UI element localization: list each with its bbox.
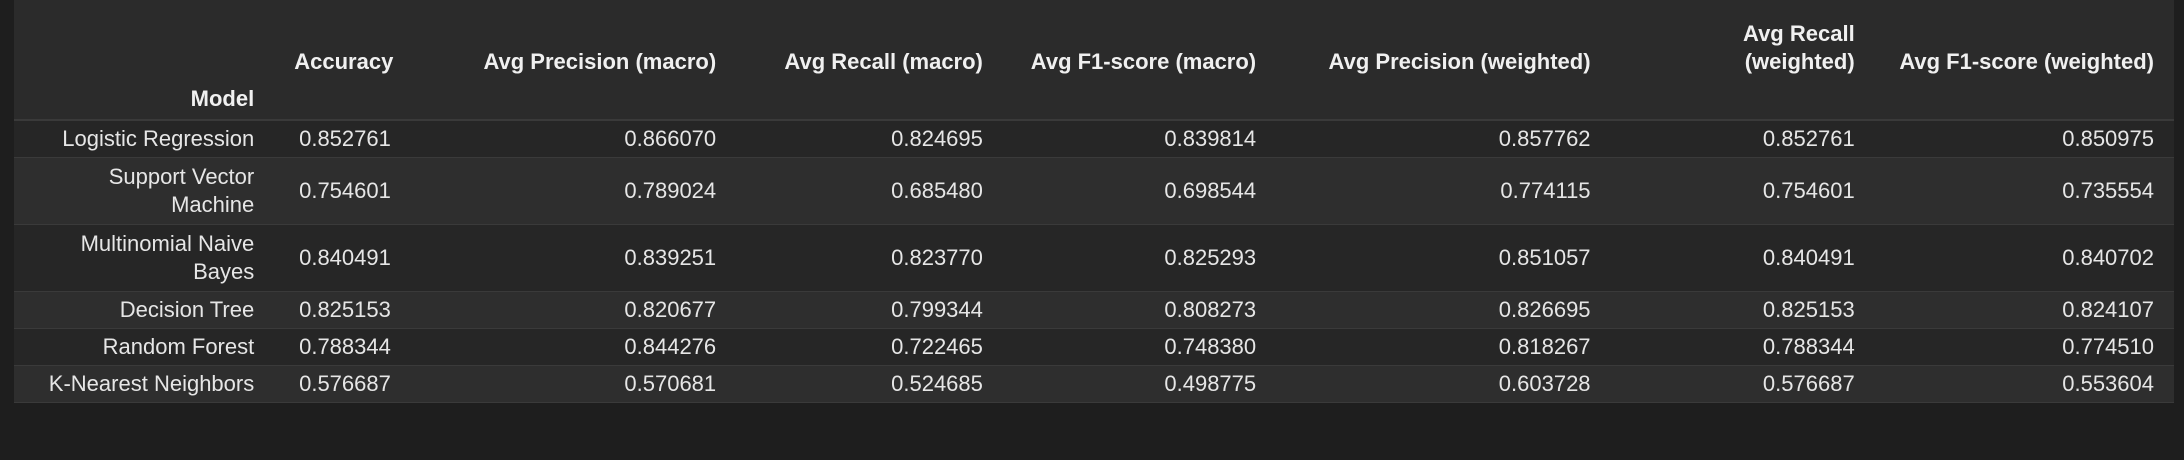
table-cell: 0.823770 — [736, 224, 1003, 292]
column-header-row: Accuracy Avg Precision (macro) Avg Recal… — [14, 0, 2174, 79]
table-cell: 0.788344 — [274, 328, 411, 366]
table-cell: 0.754601 — [1610, 157, 1875, 225]
table-cell: 0.839251 — [410, 224, 737, 292]
table-row: K-Nearest Neighbors 0.576687 0.570681 0.… — [14, 365, 2174, 403]
table-cell: 0.857762 — [1276, 120, 1611, 158]
table-cell: 0.825293 — [1002, 224, 1277, 292]
table-row: Multinomial Naive Bayes 0.840491 0.83925… — [14, 224, 2174, 292]
table-cell: 0.553604 — [1874, 365, 2174, 403]
table-cell: 0.576687 — [274, 365, 411, 403]
row-label: Decision Tree — [14, 291, 275, 329]
table-cell: 0.826695 — [1276, 291, 1611, 329]
table-cell: 0.820677 — [410, 291, 737, 329]
table-cell: 0.774115 — [1276, 157, 1611, 225]
table-cell: 0.799344 — [736, 291, 1003, 329]
table-cell: 0.840702 — [1874, 224, 2174, 292]
table-cell: 0.852761 — [274, 120, 411, 158]
table-cell: 0.852761 — [1610, 120, 1875, 158]
column-header: Avg Recall (macro) — [736, 0, 1003, 79]
row-label: Logistic Regression — [14, 120, 275, 158]
table-cell: 0.840491 — [274, 224, 411, 292]
table-cell: 0.808273 — [1002, 291, 1277, 329]
table-cell: 0.748380 — [1002, 328, 1277, 366]
column-header: Avg Precision (macro) — [410, 0, 737, 79]
table-body: Logistic Regression 0.852761 0.866070 0.… — [14, 120, 2174, 403]
row-label: Multinomial Naive Bayes — [14, 224, 275, 292]
column-header: Avg Recall (weighted) — [1610, 0, 1875, 79]
table-row: Support Vector Machine 0.754601 0.789024… — [14, 157, 2174, 225]
table-row: Random Forest 0.788344 0.844276 0.722465… — [14, 328, 2174, 366]
table-cell: 0.735554 — [1874, 157, 2174, 225]
table-cell: 0.774510 — [1874, 328, 2174, 366]
index-name-row: Model — [14, 79, 2174, 120]
table-cell: 0.788344 — [1610, 328, 1875, 366]
table-cell: 0.685480 — [736, 157, 1003, 225]
table-cell: 0.789024 — [410, 157, 737, 225]
dataframe-table: Accuracy Avg Precision (macro) Avg Recal… — [14, 0, 2174, 403]
table-cell: 0.844276 — [410, 328, 737, 366]
table-cell: 0.824107 — [1874, 291, 2174, 329]
table-header: Accuracy Avg Precision (macro) Avg Recal… — [14, 0, 2174, 120]
table-cell: 0.851057 — [1276, 224, 1611, 292]
table-cell: 0.818267 — [1276, 328, 1611, 366]
column-header: Avg F1-score (macro) — [1002, 0, 1277, 79]
row-label: K-Nearest Neighbors — [14, 365, 275, 403]
row-label: Random Forest — [14, 328, 275, 366]
table-cell: 0.839814 — [1002, 120, 1277, 158]
table-cell: 0.824695 — [736, 120, 1003, 158]
column-header: Accuracy — [274, 0, 411, 79]
table-cell: 0.754601 — [274, 157, 411, 225]
table-cell: 0.498775 — [1002, 365, 1277, 403]
table-cell: 0.825153 — [1610, 291, 1875, 329]
column-header: Avg Precision (weighted) — [1276, 0, 1611, 79]
table-cell: 0.722465 — [736, 328, 1003, 366]
table-cell: 0.570681 — [410, 365, 737, 403]
table-row: Decision Tree 0.825153 0.820677 0.799344… — [14, 291, 2174, 329]
table-cell: 0.866070 — [410, 120, 737, 158]
row-label: Support Vector Machine — [14, 157, 275, 225]
table-cell: 0.576687 — [1610, 365, 1875, 403]
table-cell: 0.698544 — [1002, 157, 1277, 225]
table-cell: 0.524685 — [736, 365, 1003, 403]
table-cell: 0.825153 — [274, 291, 411, 329]
column-header: Avg F1-score (weighted) — [1874, 0, 2174, 79]
index-name: Model — [14, 79, 275, 120]
table-cell: 0.603728 — [1276, 365, 1611, 403]
header-corner — [14, 0, 275, 79]
table-cell: 0.840491 — [1610, 224, 1875, 292]
table-cell: 0.850975 — [1874, 120, 2174, 158]
table-row: Logistic Regression 0.852761 0.866070 0.… — [14, 120, 2174, 158]
